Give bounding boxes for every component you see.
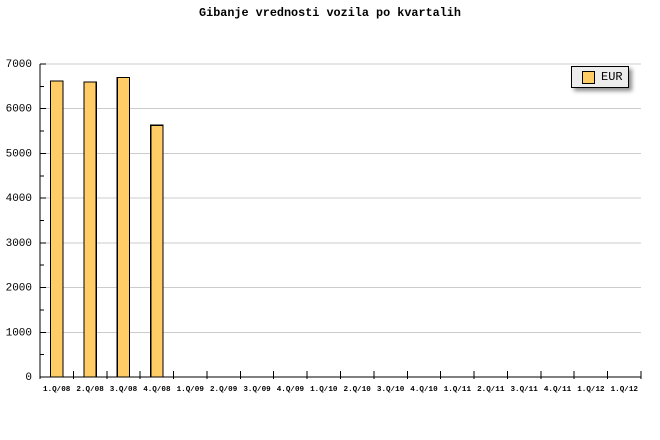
svg-text:6000: 6000 (6, 104, 32, 116)
svg-text:3.Q/08: 3.Q/08 (110, 386, 138, 394)
svg-text:1.Q/12: 1.Q/12 (577, 386, 605, 394)
svg-text:2.Q/09: 2.Q/09 (210, 386, 238, 394)
svg-text:1000: 1000 (6, 327, 32, 339)
svg-text:4.Q/09: 4.Q/09 (277, 386, 305, 394)
svg-text:2000: 2000 (6, 283, 32, 295)
svg-text:0: 0 (25, 372, 32, 384)
svg-text:2.Q/10: 2.Q/10 (344, 386, 372, 394)
svg-text:3.Q/10: 3.Q/10 (377, 386, 405, 394)
svg-text:2.Q/08: 2.Q/08 (76, 386, 104, 394)
svg-text:1.Q/12: 1.Q/12 (611, 386, 639, 394)
svg-text:4.Q/08: 4.Q/08 (143, 386, 171, 394)
svg-text:2.Q/11: 2.Q/11 (477, 386, 505, 394)
svg-text:3.Q/11: 3.Q/11 (510, 386, 538, 394)
svg-text:3000: 3000 (6, 238, 32, 250)
svg-text:1.Q/10: 1.Q/10 (310, 386, 338, 394)
svg-text:7000: 7000 (6, 59, 32, 71)
svg-text:4000: 4000 (6, 193, 32, 205)
svg-text:4.Q/10: 4.Q/10 (410, 386, 438, 394)
svg-text:1.Q/11: 1.Q/11 (444, 386, 472, 394)
svg-text:3.Q/09: 3.Q/09 (243, 386, 271, 394)
svg-text:1.Q/09: 1.Q/09 (177, 386, 205, 394)
svg-text:4.Q/11: 4.Q/11 (544, 386, 572, 394)
svg-text:5000: 5000 (6, 148, 32, 160)
svg-text:1.Q/08: 1.Q/08 (43, 386, 71, 394)
